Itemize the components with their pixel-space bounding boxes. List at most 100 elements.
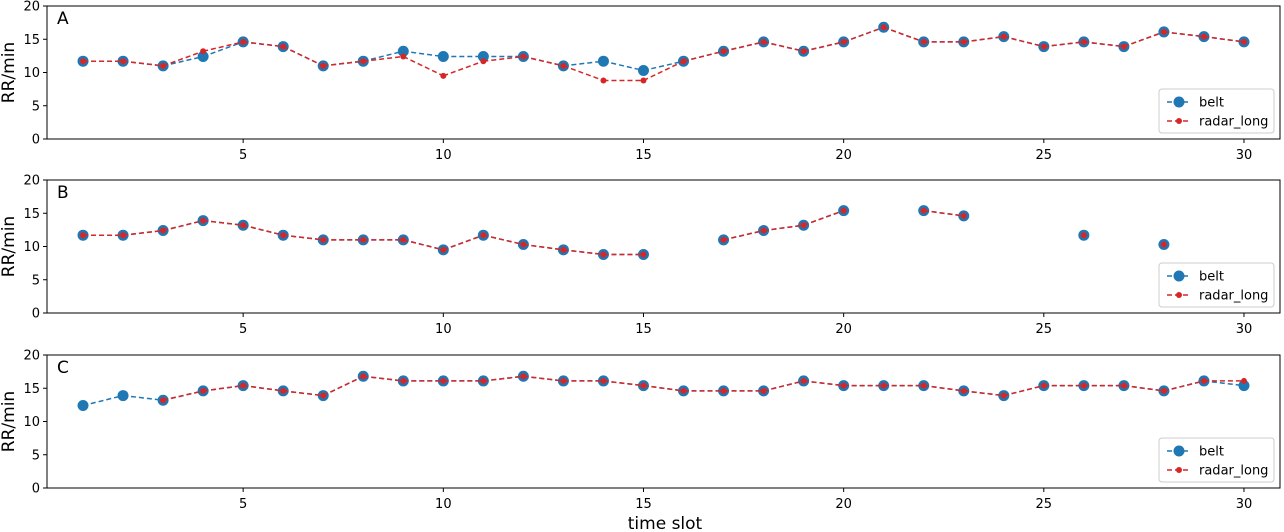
data-point: [560, 246, 567, 253]
y-tick-label: 5: [32, 273, 40, 288]
series-line-segment: [523, 55, 564, 67]
y-tick-label: 5: [32, 99, 40, 114]
data-point: [1120, 43, 1127, 50]
data-point: [600, 77, 607, 84]
data-point: [1200, 377, 1207, 384]
x-tick-label: 20: [835, 322, 852, 337]
data-point: [720, 48, 727, 55]
data-point: [1160, 241, 1167, 248]
series-line-segment: [82, 394, 124, 407]
data-point: [397, 45, 409, 57]
legend-entry-label: radar_long: [1199, 289, 1268, 304]
series-line-segment: [363, 375, 404, 382]
y-tick-label: 5: [32, 448, 40, 463]
data-point: [1000, 33, 1007, 40]
data-point: [760, 227, 767, 234]
data-point: [197, 51, 209, 63]
x-tick-label: 10: [435, 497, 452, 512]
data-point: [400, 377, 407, 384]
series-line-segment: [403, 239, 444, 251]
series-line-segment: [883, 26, 924, 43]
data-point: [480, 58, 487, 65]
data-point: [360, 58, 367, 65]
data-point: [200, 217, 207, 224]
x-tick-label: 5: [239, 322, 247, 337]
series-line-segment: [122, 60, 164, 67]
legend-marker: [1173, 445, 1185, 457]
series-line-segment: [563, 249, 604, 256]
x-tick-label: 30: [1236, 497, 1253, 512]
legend-entry-label: belt: [1199, 270, 1224, 285]
series-line-segment: [243, 41, 284, 48]
y-tick-label: 15: [23, 207, 40, 222]
series-line-segment: [963, 35, 1004, 43]
data-point: [1238, 380, 1250, 392]
data-point: [880, 24, 887, 31]
data-point: [1240, 377, 1247, 384]
data-point: [680, 387, 687, 394]
data-point: [880, 382, 887, 389]
series-radar_long: [80, 207, 1167, 258]
data-point: [200, 387, 207, 394]
x-tick-label: 10: [435, 148, 452, 163]
panel-label: A: [57, 9, 69, 29]
legend-entry-label: radar_long: [1199, 464, 1268, 479]
series-line-segment: [443, 234, 484, 251]
series-radar_long: [160, 373, 1247, 404]
x-tick-label: 15: [635, 148, 652, 163]
data-point: [960, 387, 967, 394]
data-point: [720, 236, 727, 243]
legend-marker: [1176, 467, 1182, 473]
data-point: [160, 62, 167, 69]
data-point: [360, 236, 367, 243]
x-tick-label: 5: [239, 148, 247, 163]
data-point: [1000, 392, 1007, 399]
data-point: [440, 246, 447, 253]
series-line-segment: [243, 384, 284, 392]
series-line-segment: [1163, 31, 1205, 38]
x-tick-label: 25: [1036, 322, 1053, 337]
y-tick-label: 10: [23, 66, 40, 81]
data-point: [480, 377, 487, 384]
x-tick-label: 20: [835, 497, 852, 512]
y-tick-label: 0: [32, 307, 40, 322]
data-point: [240, 222, 247, 229]
legend-marker: [1173, 270, 1185, 282]
series-line-segment: [1123, 384, 1165, 392]
data-point: [1040, 382, 1047, 389]
data-point: [80, 232, 87, 239]
data-point: [1200, 33, 1207, 40]
series-line-segment: [763, 41, 804, 52]
x-tick-label: 10: [435, 322, 452, 337]
series-line-segment: [282, 45, 324, 67]
series-line-segment: [403, 50, 444, 58]
data-point: [280, 232, 287, 239]
data-point: [560, 377, 567, 384]
legend-entry-label: radar_long: [1199, 115, 1268, 130]
series-line-segment: [843, 26, 884, 43]
series-belt: [77, 205, 1170, 260]
data-point: [600, 377, 607, 384]
data-point: [120, 232, 127, 239]
legend: belt radar_long: [1158, 437, 1275, 483]
legend-marker: [1173, 96, 1185, 108]
data-point: [520, 373, 527, 380]
data-point: [597, 55, 609, 67]
data-point: [680, 58, 687, 65]
series-line-segment: [322, 375, 364, 397]
series-line-segment: [1043, 41, 1084, 48]
data-point: [960, 212, 967, 219]
series-line-segment: [202, 41, 244, 52]
panel-label: C: [57, 358, 69, 378]
y-axis-label: RR/min: [0, 391, 19, 452]
data-point: [1040, 43, 1047, 50]
series-line-segment: [283, 390, 324, 397]
series-line-segment: [523, 243, 564, 251]
y-tick-label: 15: [23, 33, 40, 48]
series-line-segment: [363, 55, 404, 62]
series-line-segment: [203, 219, 244, 226]
series-radar_long: [80, 24, 1247, 84]
series-line-segment: [923, 384, 964, 392]
series-line-segment: [363, 50, 404, 62]
data-point: [360, 373, 367, 380]
